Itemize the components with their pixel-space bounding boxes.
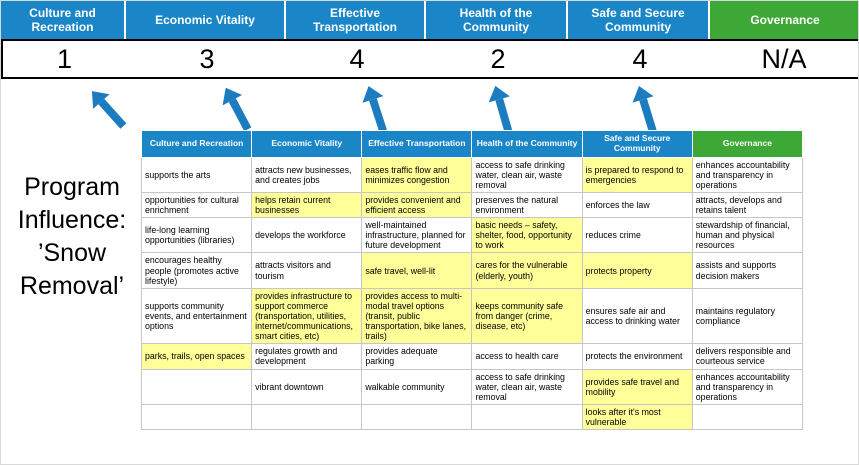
banner-item-effective-transportation: Effective Transportation [286, 1, 426, 39]
influence-cell: enhances accountability and transparency… [691, 368, 804, 405]
banner-label: Culture and Recreation [29, 5, 96, 34]
influence-cell: reduces crime [581, 217, 693, 254]
table-row: life-long learning opportunities (librar… [140, 217, 804, 254]
influence-cell: attracts visitors and tourism [251, 252, 363, 289]
table-row: opportunities for cultural enrichment hel… [140, 191, 804, 219]
score-economic-vitality: 3 [199, 43, 215, 74]
score-effective-transportation: 4 [349, 43, 365, 74]
influence-cell: well-maintained infrastructure, planned … [361, 217, 473, 254]
influence-cell: supports community events, and entertain… [140, 287, 253, 345]
influence-arrow-economic-vitality [216, 82, 258, 136]
arrow-shaft [639, 98, 657, 133]
influence-cell: encourages healthy people (promotes acti… [140, 252, 253, 289]
influence-arrow-safe-secure-community [628, 82, 663, 135]
banner-label: Effective Transportation [312, 5, 397, 34]
influence-cell: delivers responsible and courteous servi… [691, 343, 804, 370]
influence-cell: life-long learning opportunities (librar… [140, 217, 253, 254]
arrow-shaft [495, 98, 513, 133]
influence-cell [251, 403, 363, 431]
influence-cell-highlighted: parks, trails, open spaces [140, 343, 253, 370]
score-safe-secure-community: 4 [632, 43, 648, 74]
influence-cell: attracts new businesses, and creates job… [251, 156, 363, 193]
table-row: looks after it's most vulnerable [140, 403, 804, 431]
table-row: supports community events, and entertain… [140, 287, 804, 345]
banner-item-economic-vitality: Economic Vitality [126, 1, 286, 39]
influence-cell: attracts, develops and retains talent [691, 191, 804, 219]
program-title: Program Influence: ’Snow Removal’ [17, 173, 127, 300]
table-row: parks, trails, open spaces regulates grow… [140, 343, 804, 370]
column-header: Economic Vitality [251, 130, 363, 158]
influence-arrow-effective-transportation [358, 82, 394, 135]
score-culture-recreation: 1 [56, 43, 73, 74]
column-header: Effective Transportation [361, 130, 473, 158]
influence-cell: vibrant downtown [251, 368, 363, 405]
table-row: vibrant downtown walkable community access… [140, 368, 804, 405]
banner-label: Governance [750, 12, 820, 27]
influence-cell [691, 403, 804, 431]
influence-cell: access to safe drinking water, clean air… [471, 368, 583, 405]
banner-item-culture-recreation: Culture and Recreation [1, 1, 126, 39]
influence-table-body: supports the arts attracts new businesses… [140, 156, 804, 431]
influence-cell: ensures safe air and access to drinking … [581, 287, 693, 345]
column-header: Governance [691, 130, 804, 158]
banner-label: Economic Vitality [155, 12, 255, 27]
influence-cell-highlighted: basic needs – safety, shelter, food, opp… [471, 217, 583, 254]
influence-cell-highlighted: looks after it's most vulnerable [581, 403, 693, 431]
influence-cell: stewardship of financial, human and phys… [691, 217, 804, 254]
column-header: Culture and Recreation [140, 130, 253, 158]
influence-cell [361, 403, 473, 431]
score-band: 1 3 4 2 4 N/A [1, 39, 858, 79]
influence-table-head-row: Culture and Recreation Economic Vitality E… [140, 130, 804, 158]
influence-cell: walkable community [361, 368, 473, 405]
table-row: encourages healthy people (promotes acti… [140, 252, 804, 289]
arrow-shaft [369, 98, 387, 133]
column-header: Safe and Secure Community [581, 130, 693, 158]
influence-cell: preserves the natural environment [471, 191, 583, 219]
influence-cell [140, 368, 253, 405]
banner-label: Health of the Community [459, 5, 533, 34]
arrow-shaft [228, 98, 252, 132]
influence-cell-highlighted: keeps community safe from danger (crime,… [471, 287, 583, 345]
score-governance: N/A [761, 43, 807, 74]
influence-cell-highlighted: safe travel, well-lit [361, 252, 473, 289]
influence-cell-highlighted: provides infrastructure to support comme… [251, 287, 363, 345]
influence-cell: provides adequate parking [361, 343, 473, 370]
influence-cell [471, 403, 583, 431]
influence-cell: enforces the law [581, 191, 693, 219]
table-row: supports the arts attracts new businesses… [140, 156, 804, 193]
influence-arrow-culture-recreation [83, 83, 132, 134]
column-header: Health of the Community [471, 130, 583, 158]
influence-cell-highlighted: provides convenient and efficient access [361, 191, 473, 219]
influence-arrow-health-of-community [484, 82, 519, 135]
influence-cell: develops the workforce [251, 217, 363, 254]
influence-cell-highlighted: cares for the vulnerable (elderly, youth… [471, 252, 583, 289]
influence-cell-highlighted: eases traffic flow and minimizes congest… [361, 156, 473, 193]
influence-cell-highlighted: is prepared to respond to emergencies [581, 156, 693, 193]
priority-banner: Culture and Recreation Economic Vitality… [1, 1, 858, 39]
banner-item-health-of-community: Health of the Community [426, 1, 568, 39]
score-health-of-community: 2 [490, 43, 506, 74]
influence-cell-highlighted: provides access to multi-modal travel op… [361, 287, 473, 345]
influence-cell-highlighted: provides safe travel and mobility [581, 368, 693, 405]
influence-cell: access to safe drinking water, clean air… [471, 156, 583, 193]
banner-item-governance: Governance [710, 1, 858, 39]
influence-cell: enhances accountability and transparency… [691, 156, 804, 193]
influence-cell: access to health care [471, 343, 583, 370]
influence-cell: protects the environment [581, 343, 693, 370]
influence-cell-highlighted: protects property [581, 252, 693, 289]
arrow-shaft [98, 98, 127, 129]
banner-item-safe-secure-community: Safe and Secure Community [568, 1, 710, 39]
influence-cell: opportunities for cultural enrichment [140, 191, 253, 219]
influence-cell: assists and supports decision makers [691, 252, 804, 289]
influence-cell: maintains regulatory compliance [691, 287, 804, 345]
influence-cell: regulates growth and development [251, 343, 363, 370]
influence-table: Culture and Recreation Economic Vitality E… [140, 130, 804, 431]
banner-label: Safe and Secure Community [591, 5, 685, 34]
influence-cell [140, 403, 253, 431]
influence-cell: supports the arts [140, 156, 253, 193]
influence-cell-highlighted: helps retain current businesses [251, 191, 363, 219]
